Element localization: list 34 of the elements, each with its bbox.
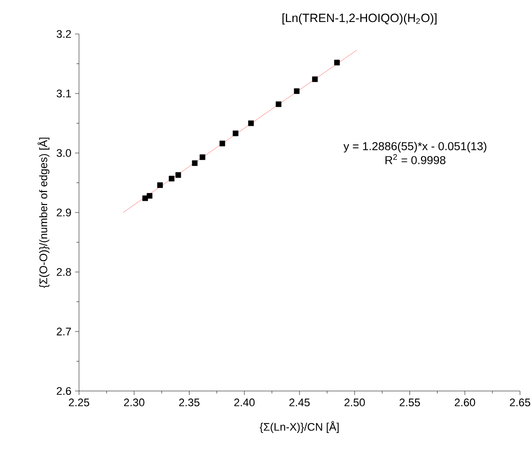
y-axis-title: {Σ(O-O)}/(number of edges) [Å] (38, 138, 50, 288)
y-tick-label: 2.7 (56, 328, 71, 336)
point (168, 176, 174, 182)
point (294, 88, 300, 94)
point (232, 130, 238, 136)
point (276, 101, 282, 108)
point (157, 182, 163, 188)
point (192, 160, 198, 166)
x-tick-label: 2.55 (400, 398, 420, 406)
y-tick-label: 3.0 (56, 149, 72, 157)
point (146, 193, 152, 199)
annotation: y = 1.2886(55)*x - 0.051(13) (343, 142, 486, 152)
point (200, 154, 206, 160)
y-tick-label: 3.1 (56, 90, 71, 98)
x-tick-label: 2.30 (124, 398, 144, 406)
x-tick-label: 2.35 (179, 398, 200, 406)
point (334, 60, 340, 66)
y-tick-label: 3.2 (56, 30, 71, 38)
y-tick-label: 2.9 (56, 208, 71, 216)
x-tick-label: 2.50 (344, 398, 365, 406)
chart-title: [Ln(TREN-1,2-HOIQO)(H$_{2}$O)] (282, 13, 437, 25)
y-tick-label: 2.8 (56, 268, 71, 276)
x-tick-label: 2.25 (68, 398, 90, 406)
annotation: R$^{2}$ = 0.9998 (386, 154, 446, 164)
x-tick-label: 2.60 (454, 398, 476, 406)
x-axis-title: {Σ(Ln-X)}/CN [Å] (260, 421, 339, 433)
x-tick-label: 2.40 (234, 398, 255, 406)
point (248, 120, 254, 126)
x-tick-label: 2.45 (289, 398, 310, 406)
point (175, 172, 182, 178)
point (220, 140, 226, 146)
x-tick-label: 2.65 (510, 398, 530, 406)
y-tick-label: 2.6 (56, 387, 71, 395)
point (312, 76, 318, 82)
